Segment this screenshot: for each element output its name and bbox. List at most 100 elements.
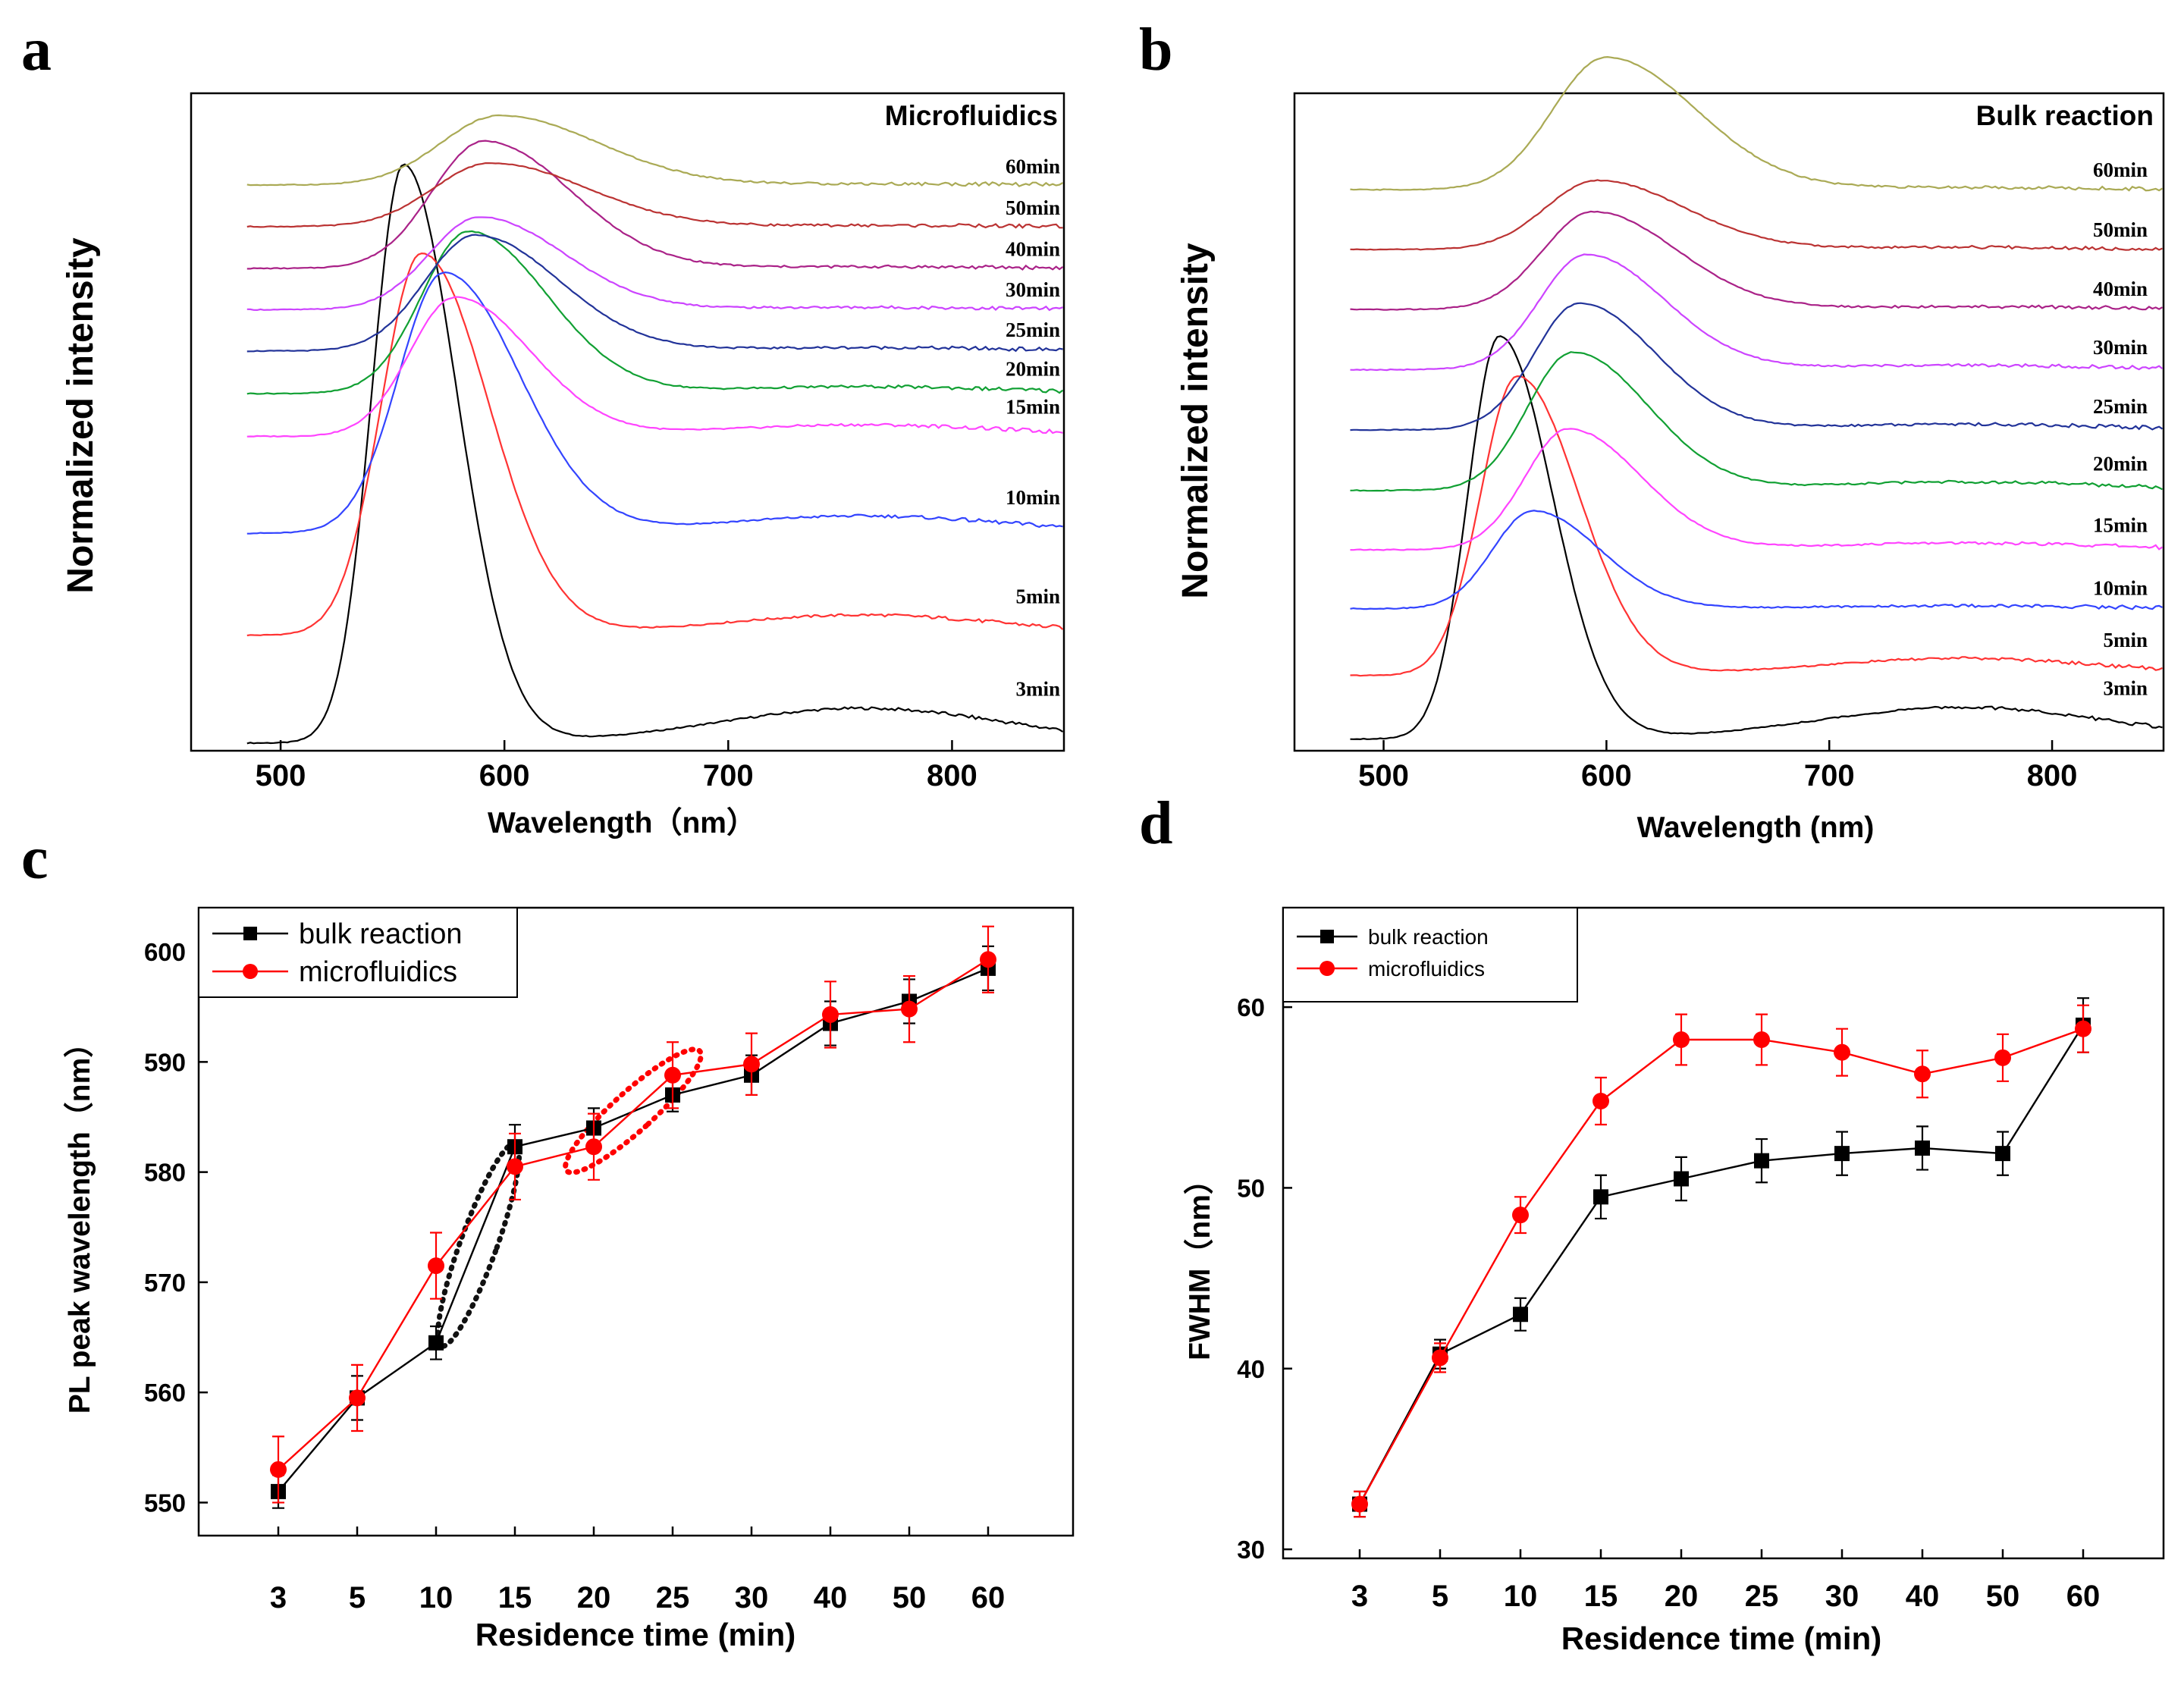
- panel-d-point: [1674, 1171, 1689, 1187]
- panel-b-label-25min: 25min: [2093, 395, 2148, 418]
- panel-c-point: [664, 1066, 681, 1084]
- panel-d-series-microfluidics: [1351, 1004, 2091, 1518]
- panel-a-label-15min: 15min: [1006, 395, 1060, 418]
- panel-d-point: [1915, 1140, 1930, 1156]
- panel-a-spectrum-60min: [246, 114, 1064, 187]
- panel-b-label-5min: 5min: [2103, 629, 2148, 651]
- panel-b-label-20min: 20min: [2093, 453, 2148, 475]
- panel-d-x-tick-label: 50: [1986, 1580, 2020, 1613]
- panel-a-spectrum-50min: [246, 162, 1063, 229]
- panel-c-x-tick-label: 10: [419, 1581, 453, 1614]
- panel-a-label-60min: 60min: [1006, 155, 1060, 177]
- panel-d-plot-frame: [1282, 906, 2165, 1560]
- annotation-ellipse-20-25: [563, 1046, 704, 1175]
- panel-c-x-tick-label: 5: [349, 1581, 366, 1614]
- panel-c-legend-swatch-marker: [243, 964, 258, 979]
- panel-c-y-tick-label: 550: [144, 1489, 186, 1517]
- panel-c-letter: c: [21, 825, 49, 892]
- panel-a-label-20min: 20min: [1006, 357, 1060, 380]
- panel-d-point: [1834, 1043, 1850, 1061]
- panel-a-x-axis-label: Wavelength（nm）: [488, 807, 756, 839]
- panel-d-point: [1351, 1495, 1368, 1513]
- panel-b-spectrum-25min: [1350, 302, 2164, 431]
- panel-c-legend-swatch-marker: [243, 927, 257, 940]
- panel-d-y-axis-label: FWHM（nm）: [1184, 1165, 1216, 1360]
- panel-b-x-tick-label: 500: [1358, 759, 1409, 792]
- panel-d-point: [1673, 1031, 1690, 1048]
- panel-b-title: Bulk reaction: [1976, 100, 2154, 131]
- panel-c-series-microfluidics: [270, 925, 996, 1504]
- panel-d-point: [1994, 1049, 2011, 1066]
- panel-d-y-tick-label: 30: [1237, 1536, 1265, 1564]
- panel-a-label-25min: 25min: [1006, 318, 1060, 341]
- panel-d-point: [1914, 1065, 1931, 1083]
- panel-a-spectrum-5min: [246, 252, 1064, 637]
- panel-b-label-40min: 40min: [2093, 278, 2148, 300]
- panel-a-x-tick-label: 700: [703, 759, 754, 792]
- panel-c-x-tick-label: 3: [270, 1581, 287, 1614]
- panel-d-y-tick-label: 50: [1237, 1174, 1265, 1202]
- panel-b-spectrum-5min: [1350, 375, 2163, 677]
- panel-d-legend-label-microfluidics: microfluidics: [1368, 957, 1485, 981]
- panel-d-line-bulk-reaction: [1358, 1024, 2085, 1505]
- panel-a-label-10min: 10min: [1006, 486, 1060, 509]
- panel-d-legend-swatch-marker: [1320, 930, 1334, 943]
- panel-d-x-axis-label: Residence time (min): [1561, 1621, 1881, 1656]
- panel-d-point: [1512, 1206, 1529, 1224]
- panel-a-x-tick-label: 800: [927, 759, 977, 792]
- panel-c-y-tick-label: 570: [144, 1269, 186, 1297]
- panel-b-plot-frame: [1293, 92, 2165, 752]
- panel-d-x-tick-label: 20: [1665, 1580, 1699, 1613]
- panel-d-legend: bulk reaction microfluidics: [1282, 907, 1578, 1003]
- panel-c-line-bulk-reaction: [278, 967, 989, 1492]
- panel-c-legend-label-microfluidics: microfluidics: [299, 956, 457, 988]
- panel-d-point: [1432, 1349, 1448, 1367]
- panel-c-x-axis: 3 5 10 15 20 25 30 40 50 60: [270, 1527, 1005, 1614]
- panel-b-spectra: [1350, 55, 2164, 741]
- panel-a-label-50min: 50min: [1006, 196, 1060, 219]
- panel-d-point: [1834, 1146, 1850, 1162]
- panel-c-plot-frame: [197, 906, 1075, 1537]
- panel-c-point: [822, 1006, 839, 1023]
- panel-c-point: [585, 1138, 602, 1156]
- panel-b-x-tick-label: 600: [1581, 759, 1632, 792]
- panel-d-y-tick-label: 40: [1237, 1355, 1265, 1383]
- panel-a-label-40min: 40min: [1006, 238, 1060, 261]
- panel-b-x-tick-label: 800: [2027, 759, 2078, 792]
- panel-b-spectrum-20min: [1350, 351, 2163, 492]
- panel-a-label-30min: 30min: [1006, 278, 1060, 301]
- panel-c-x-tick-label: 20: [577, 1581, 611, 1614]
- panel-a-plot-frame: [190, 92, 1065, 752]
- panel-a-spectrum-30min: [246, 216, 1063, 312]
- panel-a-label-3min: 3min: [1015, 678, 1060, 701]
- panel-b-x-axis: 500 600 700 800: [1358, 740, 2077, 792]
- panel-d-y-axis: 30 40 50 60: [1237, 993, 1292, 1564]
- panel-c-y-axis: 550 560 570 580 590 600: [144, 938, 208, 1517]
- panel-a-spectrum-15min: [246, 296, 1063, 438]
- panel-d-x-tick-label: 40: [1906, 1580, 1940, 1613]
- panel-d-y-tick-label: 60: [1237, 993, 1265, 1021]
- panel-c-x-tick-label: 25: [656, 1581, 690, 1614]
- panel-a-spectra: [246, 114, 1064, 745]
- panel-d-point: [1593, 1189, 1608, 1205]
- panel-c-point: [901, 1000, 918, 1018]
- panel-b-y-axis-label: Normalized intensity: [1175, 243, 1216, 599]
- panel-c-legend-box: [198, 907, 518, 998]
- panel-c-legend: bulk reaction microfluidics: [198, 907, 518, 998]
- panel-c-y-tick-label: 590: [144, 1048, 186, 1076]
- panel-a-y-axis-label: Normalized intensity: [61, 237, 101, 594]
- panel-d-legend-box: [1282, 907, 1578, 1003]
- panel-d-x-tick-label: 5: [1432, 1580, 1448, 1613]
- panel-a-spectrum-3min: [246, 163, 1064, 745]
- panel-d-x-tick-label: 60: [2066, 1580, 2101, 1613]
- panel-d-legend-swatch-marker: [1320, 961, 1335, 976]
- panel-b-label-30min: 30min: [2093, 336, 2148, 359]
- panel-b-spectrum-60min: [1350, 55, 2164, 192]
- panel-c-series-bulk-reaction: [271, 945, 996, 1509]
- panel-d-point: [1995, 1146, 2010, 1162]
- panel-a-spectrum-40min: [246, 140, 1064, 271]
- panel-c-x-axis-label: Residence time (min): [475, 1617, 795, 1652]
- panel-c-y-tick-label: 580: [144, 1159, 186, 1187]
- panel-b-x-tick-label: 700: [1804, 759, 1855, 792]
